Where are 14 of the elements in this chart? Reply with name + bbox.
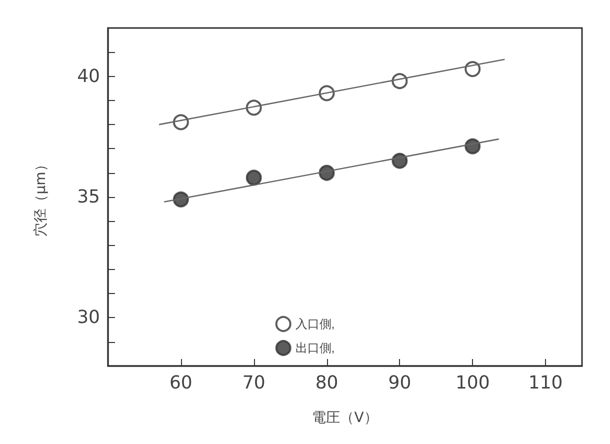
x-tick-label: 100 [455, 372, 490, 394]
x-tick-label: 80 [315, 372, 338, 394]
point [246, 170, 262, 186]
x-tick-label: 60 [169, 372, 192, 394]
y-tick-label: 30 [77, 307, 100, 328]
legend-label: 入口側, [295, 317, 335, 331]
x-axis-title: 電圧（V） [312, 410, 378, 426]
x-tick-label: 110 [528, 372, 563, 394]
y-axis-title: 穴径（μm） [33, 158, 49, 236]
x-tick-label: 90 [388, 372, 412, 394]
legend-label: 出口側, [295, 341, 335, 355]
y-tick-label: 40 [77, 66, 100, 87]
y-tick-label: 35 [77, 186, 100, 208]
x-tick-label: 70 [242, 372, 266, 394]
